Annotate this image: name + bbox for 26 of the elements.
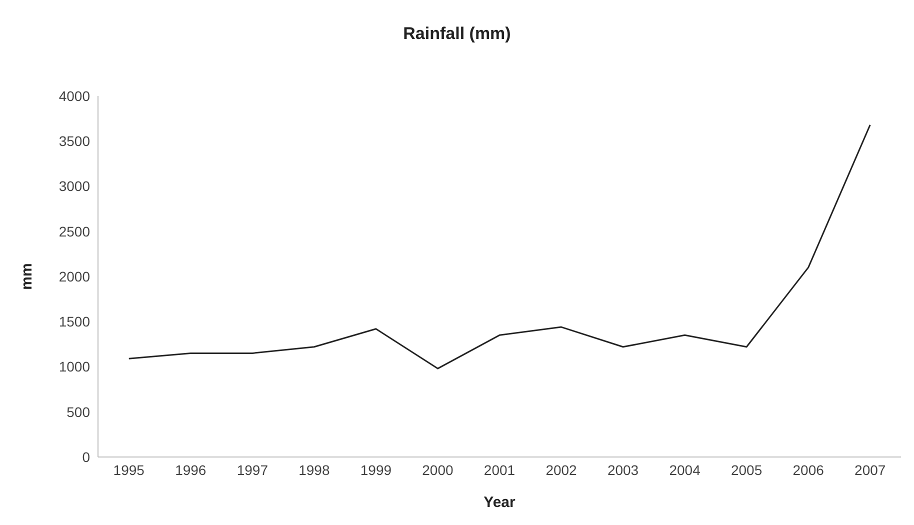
x-tick-label: 1999	[360, 462, 392, 478]
y-tick-label: 1500	[58, 314, 90, 330]
x-tick-label: 2001	[484, 462, 516, 478]
y-tick-label: 2500	[58, 223, 90, 240]
x-tick-label: 2004	[669, 462, 701, 478]
y-tick-label: 1000	[58, 358, 90, 375]
y-tick-label: 500	[66, 404, 90, 420]
x-tick-label: 2005	[731, 462, 762, 478]
x-tick-label: 2002	[546, 462, 578, 478]
x-tick-label: 2006	[792, 462, 824, 478]
y-tick-label: 4000	[58, 88, 90, 104]
y-axis-title: mm	[18, 263, 36, 290]
y-tick-label: 2000	[58, 268, 90, 284]
x-tick-label: 1995	[113, 462, 145, 478]
x-tick-label: 1998	[298, 462, 330, 478]
chart-title: Rainfall (mm)	[402, 23, 512, 45]
x-tick-label: 2000	[422, 462, 454, 478]
x-tick-label: 2003	[607, 462, 639, 478]
x-axis-title: Year	[484, 494, 516, 511]
y-tick-label: 3500	[58, 133, 90, 150]
line-series	[128, 124, 871, 370]
x-tick-label: 1997	[236, 462, 268, 478]
y-tick-label: 0	[82, 448, 90, 465]
y-tick-label: 3000	[58, 178, 90, 194]
x-tick-label: 2007	[854, 462, 886, 478]
x-tick-label: 1996	[175, 462, 206, 478]
